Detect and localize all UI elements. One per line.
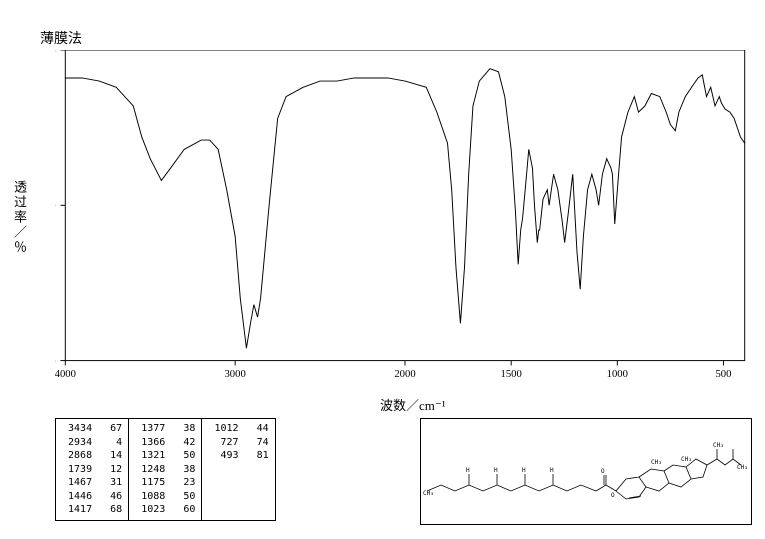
svg-text:H: H (494, 467, 498, 474)
y-axis-label: 透过率／％ (10, 180, 29, 255)
spectrum-line (65, 69, 744, 349)
peak-col-1: 3434 67 2934 4 2868 14 1739 12 1467 31 1… (56, 419, 129, 520)
method-label: 薄膜法 (40, 28, 82, 48)
x-axis-label: 波数／cm⁻¹ (380, 395, 446, 414)
structure-diagram: CH₃ H H H H O O CH₃ CH₃ CH₃ CH₃ (420, 418, 752, 525)
svg-text:2000: 2000 (394, 368, 415, 380)
y-ticks: 0 50 100 (55, 50, 65, 367)
plot-border (65, 50, 744, 361)
svg-text:CH₃: CH₃ (737, 464, 748, 471)
svg-text:500: 500 (715, 368, 731, 380)
svg-text:CH₃: CH₃ (423, 490, 434, 497)
svg-text:3000: 3000 (224, 368, 245, 380)
spectrum-chart: 0 50 100 4000 3000 2000 1500 1000 500 (55, 50, 755, 380)
chain (427, 449, 741, 499)
svg-text:1500: 1500 (501, 368, 522, 380)
svg-text:H: H (522, 467, 526, 474)
svg-text:50: 50 (55, 200, 56, 212)
svg-text:H: H (466, 467, 470, 474)
svg-text:CH₃: CH₃ (651, 459, 662, 466)
svg-text:CH₃: CH₃ (713, 442, 724, 449)
svg-text:1000: 1000 (607, 368, 628, 380)
svg-text:O: O (601, 468, 605, 475)
peak-col-3: 1012 44 727 74 493 81 (202, 419, 274, 520)
svg-text:O: O (611, 492, 615, 499)
svg-text:4000: 4000 (55, 368, 76, 380)
peak-table: 3434 67 2934 4 2868 14 1739 12 1467 31 1… (55, 418, 276, 521)
x-ticks: 4000 3000 2000 1500 1000 500 (55, 361, 731, 380)
svg-text:H: H (550, 467, 554, 474)
svg-text:CH₃: CH₃ (681, 456, 692, 463)
structure-labels: CH₃ H H H H O O CH₃ CH₃ CH₃ CH₃ (423, 442, 748, 499)
svg-text:100: 100 (55, 50, 56, 57)
peak-col-2: 1377 38 1366 42 1321 50 1248 38 1175 23 … (129, 419, 202, 520)
svg-text:0: 0 (55, 355, 56, 367)
